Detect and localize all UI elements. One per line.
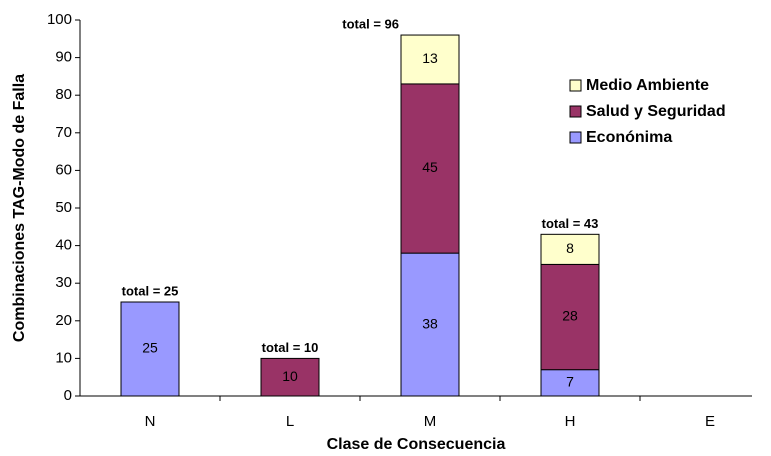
y-tick-label: 30 (55, 274, 72, 291)
x-tick-label: N (145, 413, 156, 430)
data-label: 38 (422, 315, 438, 331)
data-label: 7 (566, 374, 574, 390)
y-tick-label: 40 (55, 237, 72, 254)
legend-swatch (569, 79, 582, 92)
legend-label: Salud y Seguridad (586, 103, 726, 120)
data-label: 13 (422, 50, 438, 66)
legend-label: Econónima (586, 129, 672, 146)
x-tick-label: M (424, 413, 437, 430)
bar-segment (540, 233, 600, 265)
data-label: 10 (282, 368, 298, 384)
total-label: total = 10 (262, 340, 319, 355)
bar-segment (540, 263, 600, 371)
x-axis-label: Clase de Consecuencia (327, 436, 506, 453)
y-tick-label: 90 (55, 49, 72, 66)
bar-segment (400, 34, 460, 85)
y-tick-label: 10 (55, 349, 72, 366)
bar-segment (120, 301, 180, 397)
total-label: total = 43 (542, 216, 599, 231)
x-tick-label: L (286, 413, 294, 430)
y-tick-label: 80 (55, 86, 72, 103)
legend-swatch (569, 131, 582, 144)
y-tick-label: 70 (55, 124, 72, 141)
y-tick-label: 50 (55, 199, 72, 216)
x-tick-label: H (565, 413, 576, 430)
y-axis-label: Combinaciones TAG-Modo de Falla (11, 74, 28, 342)
bar-segment (260, 357, 320, 397)
bar-segment (400, 252, 460, 397)
data-label: 25 (142, 340, 158, 356)
data-label: 45 (422, 159, 438, 175)
y-tick-label: 20 (55, 312, 72, 329)
x-tick-label: E (705, 413, 715, 430)
data-label: 8 (566, 240, 574, 256)
total-label: total = 25 (122, 283, 179, 298)
y-tick-label: 60 (55, 161, 72, 178)
bar-segment (540, 369, 600, 397)
y-tick-label: 100 (47, 11, 72, 28)
data-label: 28 (562, 308, 578, 324)
y-tick-label: 0 (64, 387, 72, 404)
bar-segment (400, 83, 460, 254)
legend-label: Medio Ambiente (586, 77, 709, 94)
legend-swatch (569, 105, 582, 118)
total-label: total = 96 (342, 16, 399, 31)
